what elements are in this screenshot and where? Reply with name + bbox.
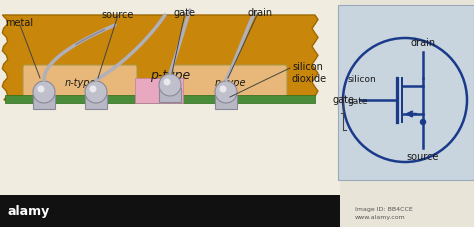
Text: silicon
dioxide: silicon dioxide <box>292 62 327 84</box>
Circle shape <box>219 86 227 92</box>
Text: n-type: n-type <box>214 78 246 88</box>
Circle shape <box>33 81 55 103</box>
Text: alamy: alamy <box>8 205 50 217</box>
Text: p-type: p-type <box>150 69 190 81</box>
Circle shape <box>90 86 97 92</box>
Text: Image ID: BB4CCE: Image ID: BB4CCE <box>355 207 413 212</box>
Bar <box>0 0 340 195</box>
Text: source: source <box>407 152 439 162</box>
Text: gate: gate <box>174 8 196 18</box>
Text: source: source <box>102 10 134 20</box>
Bar <box>5 95 315 103</box>
FancyBboxPatch shape <box>33 95 55 109</box>
Circle shape <box>164 79 171 86</box>
Bar <box>0 195 340 227</box>
Circle shape <box>159 74 181 96</box>
FancyBboxPatch shape <box>215 95 237 109</box>
Circle shape <box>37 86 45 92</box>
Bar <box>338 5 474 180</box>
Circle shape <box>85 81 107 103</box>
FancyBboxPatch shape <box>23 65 137 99</box>
Text: www.alamy.com: www.alamy.com <box>355 215 406 220</box>
FancyBboxPatch shape <box>159 88 181 102</box>
FancyBboxPatch shape <box>135 78 183 103</box>
Text: metal: metal <box>5 18 33 28</box>
FancyBboxPatch shape <box>173 65 287 99</box>
Circle shape <box>215 81 237 103</box>
Text: n-type: n-type <box>64 78 96 88</box>
Text: drain: drain <box>247 8 273 18</box>
Polygon shape <box>2 15 318 100</box>
Text: drain: drain <box>410 38 436 48</box>
Text: gate: gate <box>348 98 368 106</box>
Circle shape <box>420 119 426 124</box>
Text: silicon: silicon <box>348 76 377 84</box>
Text: gate: gate <box>333 95 355 105</box>
FancyBboxPatch shape <box>85 95 107 109</box>
